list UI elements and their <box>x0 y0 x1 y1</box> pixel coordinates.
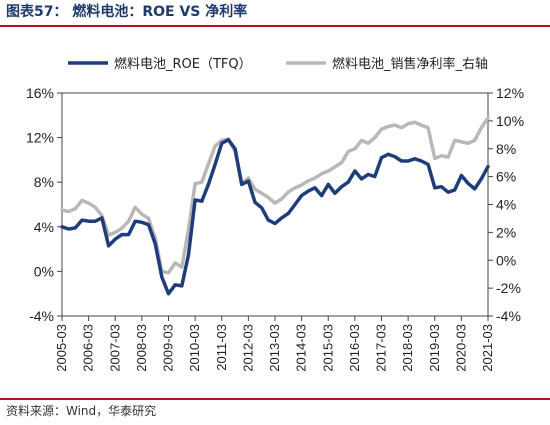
x-tick-label: 2005-03 <box>54 324 69 372</box>
x-tick-label: 2014-03 <box>294 324 309 372</box>
legend: 燃料电池_ROE（TFQ） 燃料电池_销售净利率_右轴 <box>68 56 488 72</box>
x-tick-label: 2020-03 <box>453 324 468 372</box>
figure-title: 图表57： 燃料电池：ROE VS 净利率 <box>6 4 248 20</box>
legend-label-roe: 燃料电池_ROE（TFQ） <box>114 56 252 72</box>
y2-tick-label: 10% <box>496 113 524 129</box>
series-line-net-margin <box>60 116 490 275</box>
y-tick-label: 12% <box>26 130 54 146</box>
x-tick-label: 2012-03 <box>240 324 255 372</box>
title-divider <box>0 25 550 27</box>
x-tick-label: 2007-03 <box>107 324 122 372</box>
source-note: 资料来源：Wind，华泰研究 <box>6 404 157 418</box>
y-tick-label: 4% <box>34 219 54 235</box>
x-tick-label: 2017-03 <box>374 324 389 372</box>
y2-tick-label: -4% <box>496 308 521 324</box>
series-line-roe <box>60 138 490 296</box>
x-tick-label: 2021-03 <box>480 324 495 372</box>
x-tick-label: 2015-03 <box>320 324 335 372</box>
x-tick-label: 2009-03 <box>161 324 176 372</box>
line-chart: 燃料电池_ROE（TFQ） 燃料电池_销售净利率_右轴 16% 12% 8% 4% 0%… <box>26 56 524 372</box>
y-tick-label: 8% <box>34 174 54 190</box>
x-tick-label: 2018-03 <box>400 324 415 372</box>
x-tick-label: 2010-03 <box>187 324 202 372</box>
y2-tick-label: 0% <box>496 252 516 268</box>
y-tick-label: 0% <box>34 263 54 279</box>
x-tick-label: 2013-03 <box>267 324 282 372</box>
legend-label-margin: 燃料电池_销售净利率_右轴 <box>332 56 488 72</box>
x-tick-label: 2016-03 <box>347 324 362 372</box>
x-tick-label: 2008-03 <box>134 324 149 372</box>
x-tick-label: 2006-03 <box>81 324 96 372</box>
y2-tick-label: -2% <box>496 280 521 296</box>
y2-tick-label: 2% <box>496 224 516 240</box>
y2-tick-label: 12% <box>496 85 524 101</box>
x-tick-label: 2011-03 <box>214 324 229 371</box>
x-tick-label: 2019-03 <box>427 324 442 372</box>
source-divider <box>0 398 550 400</box>
y2-tick-label: 6% <box>496 169 516 185</box>
series-lines <box>60 116 490 296</box>
y2-tick-label: 4% <box>496 197 516 213</box>
y2-tick-label: 8% <box>496 141 516 157</box>
y-tick-label: -4% <box>29 308 54 324</box>
axes: 16%12%8%4%0%-4%12%10%8%6%4%2%0%-2%-4%200… <box>26 85 524 372</box>
y-tick-label: 16% <box>26 85 54 101</box>
